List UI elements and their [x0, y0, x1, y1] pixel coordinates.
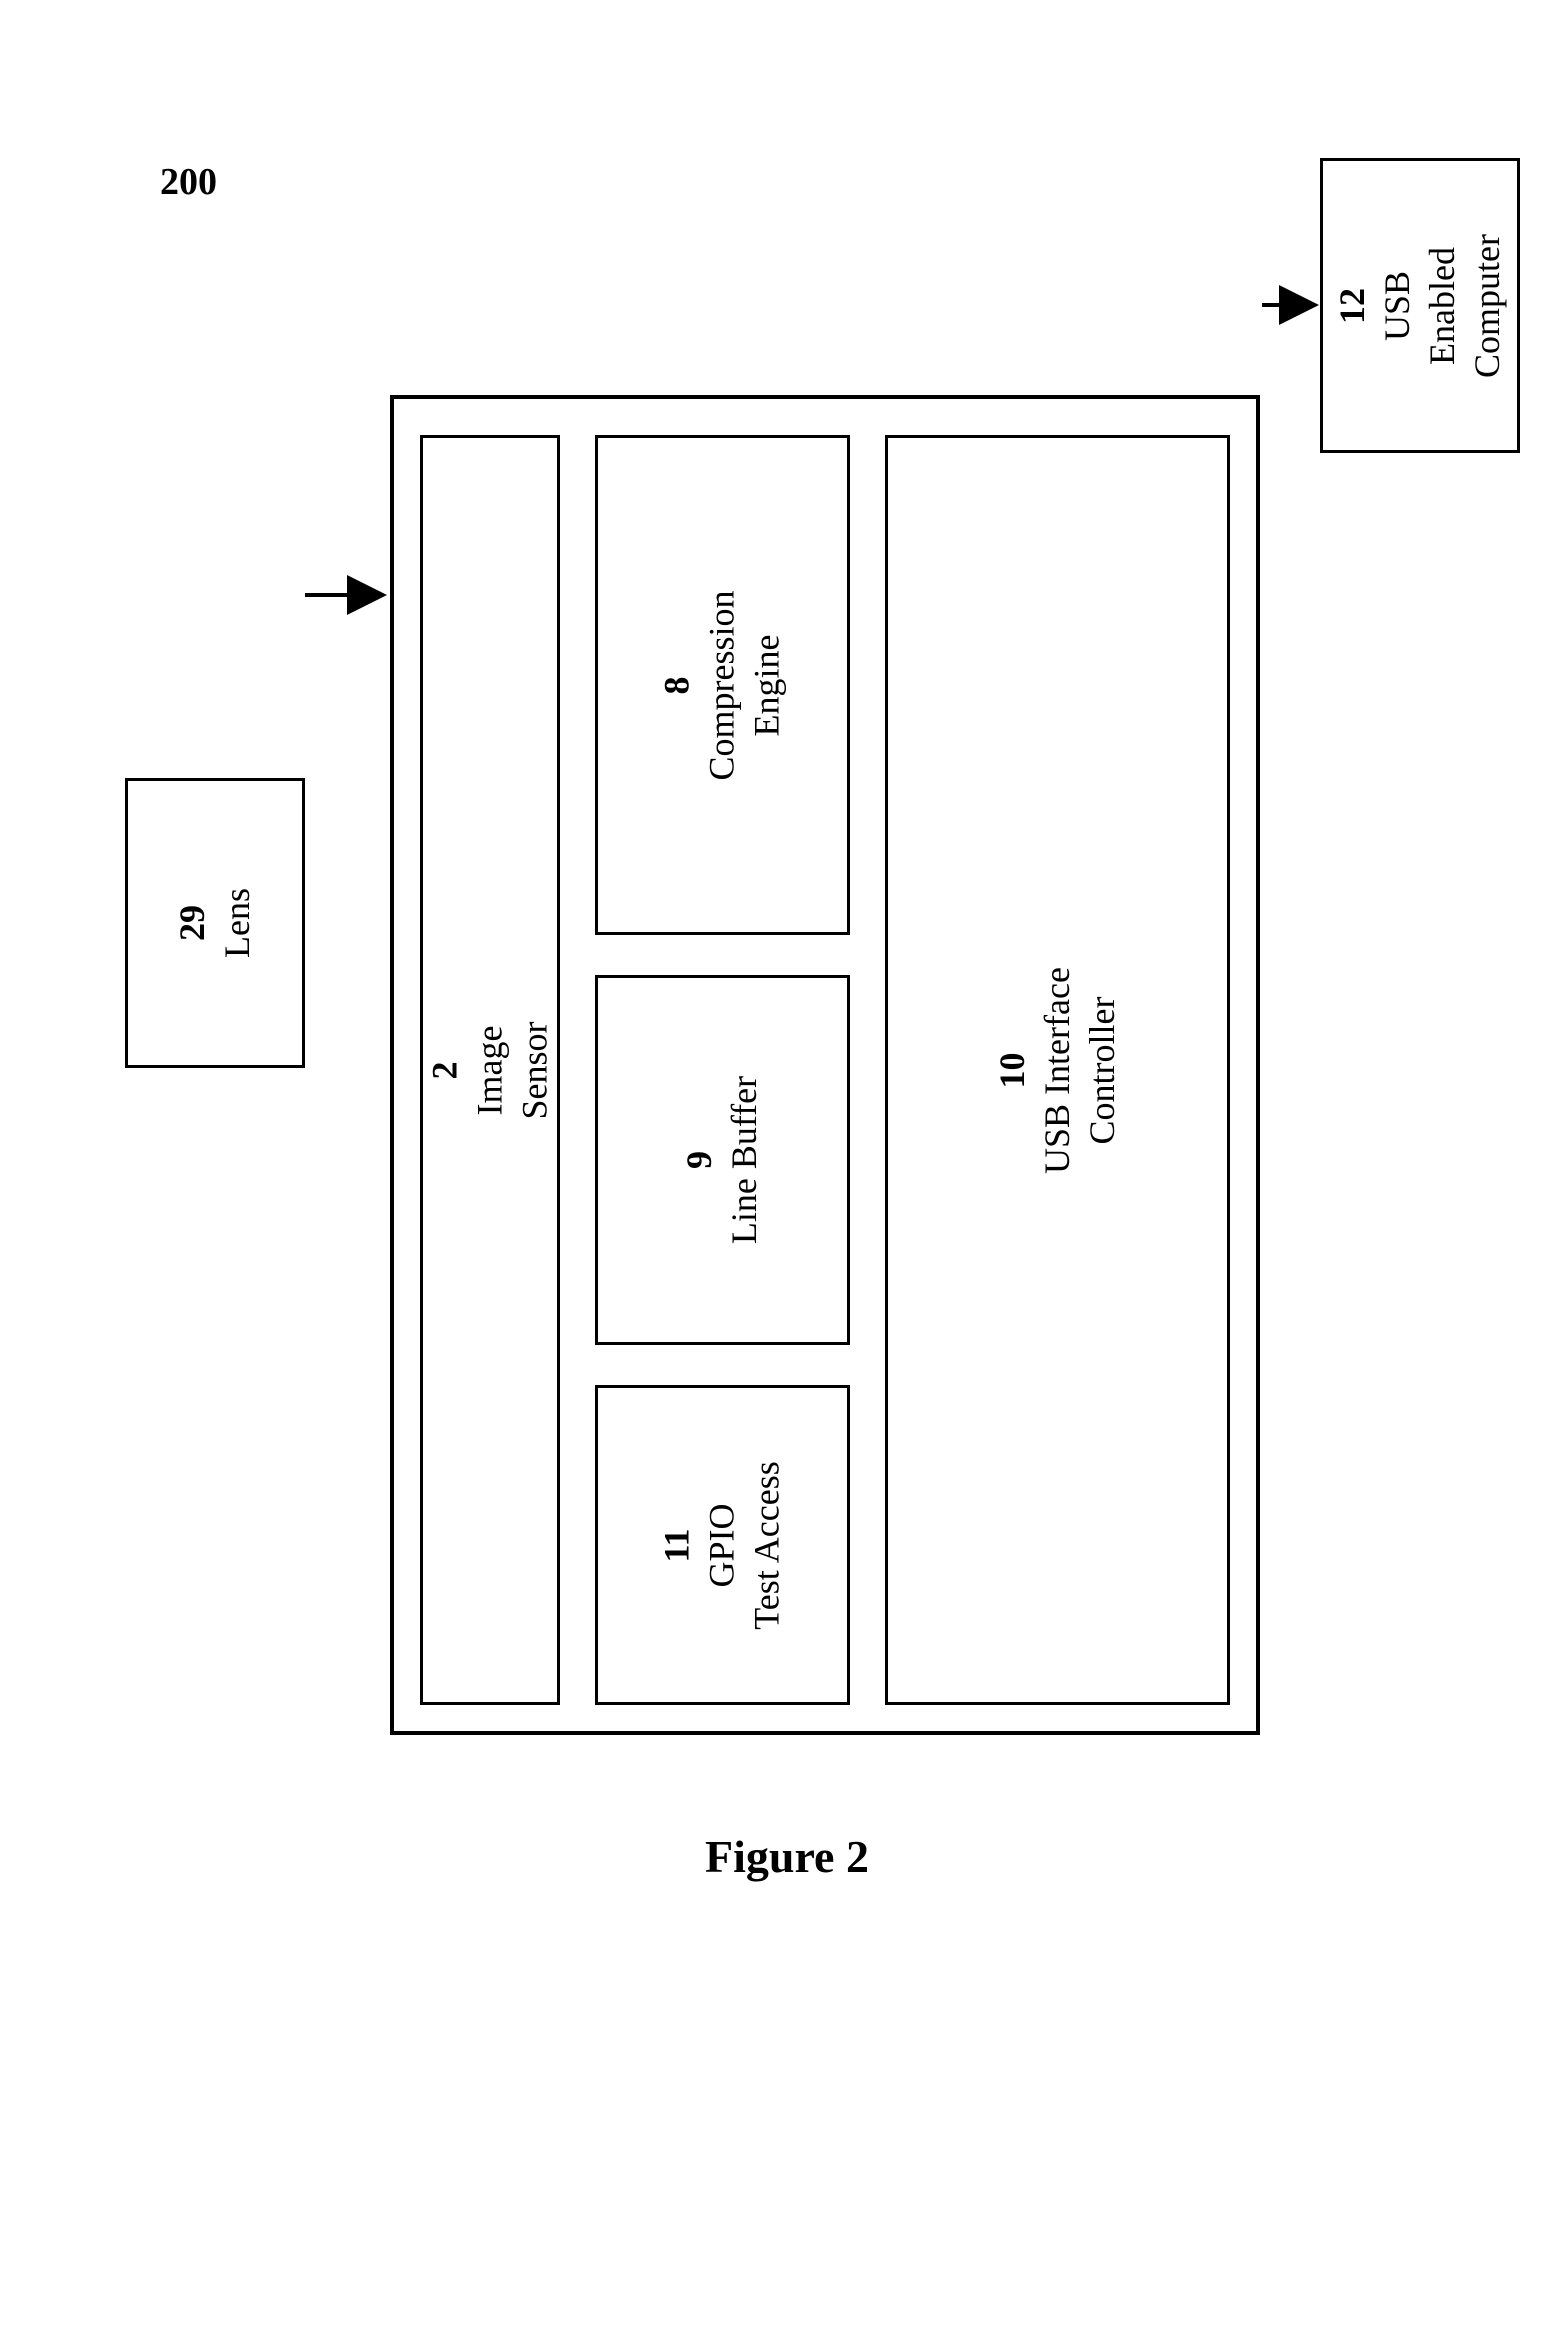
- block-computer-label-l1: USB: [1377, 270, 1417, 340]
- block-computer-content: 12 USB Enabled Computer: [1330, 234, 1510, 378]
- figure-caption: Figure 2: [705, 1830, 869, 1883]
- block-usb-computer: 12 USB Enabled Computer: [1320, 158, 1520, 453]
- block-computer-label-l2: Enabled: [1422, 247, 1462, 365]
- block-computer-label-l3: Computer: [1467, 234, 1507, 378]
- block-computer-number: 12: [1332, 288, 1372, 324]
- figure-caption-text: Figure 2: [705, 1831, 869, 1882]
